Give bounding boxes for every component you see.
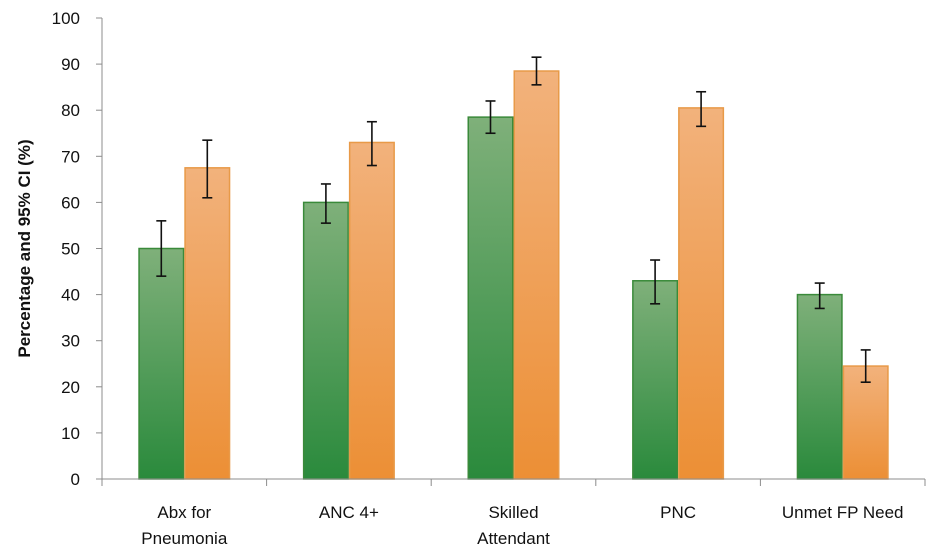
y-tick-label: 70: [61, 147, 80, 166]
x-category-label: Unmet FP Need: [782, 503, 904, 522]
x-category-label: Pneumonia: [141, 529, 228, 548]
error-bar-series-2-cat-5: [860, 349, 871, 383]
error-bars: [156, 56, 871, 383]
error-bar-series-2-cat-2: [366, 120, 377, 167]
x-category-label: PNC: [660, 503, 696, 522]
x-axis-ticks: [101, 479, 926, 486]
bar-series-1-cat-2: [302, 201, 349, 480]
bar-series-2-cat-3: [513, 70, 560, 480]
bar-series-1-cat-3: [467, 116, 514, 480]
error-bar-series-1-cat-3: [485, 100, 496, 135]
error-bar-series-1-cat-2: [320, 183, 331, 224]
bar-series-2-cat-4: [678, 107, 725, 480]
y-tick-label: 50: [61, 240, 80, 259]
y-tick-label: 10: [61, 424, 80, 443]
y-tick-label: 80: [61, 101, 80, 120]
y-tick-label: 90: [61, 55, 80, 74]
y-tick-label: 60: [61, 193, 80, 212]
bar-series-1-cat-1: [138, 247, 185, 480]
error-bar-series-1-cat-5: [814, 282, 825, 310]
y-axis-ticks: 0 10 20 30 40 50 60 70 80 90 100: [52, 9, 102, 489]
y-tick-label: 40: [61, 286, 80, 305]
bar-series-2-cat-5: [842, 365, 889, 480]
y-tick-label: 20: [61, 378, 80, 397]
y-tick-label: 30: [61, 332, 80, 351]
x-category-label: Skilled: [488, 503, 538, 522]
bar-series-1-cat-5: [796, 293, 843, 480]
bars: [138, 70, 889, 480]
y-axis-title: Percentage and 95% CI (%): [15, 139, 34, 357]
category-labels: Abx for Pneumonia ANC 4+ Skilled Attendant PN…: [141, 503, 903, 548]
y-tick-label: 100: [52, 9, 80, 28]
error-bar-series-2-cat-4: [696, 90, 707, 128]
error-bar-series-2-cat-1: [202, 139, 213, 199]
error-bar-series-2-cat-3: [531, 56, 542, 86]
bar-series-1-cat-4: [632, 280, 679, 480]
x-category-label: Abx for: [157, 503, 211, 522]
error-bar-series-1-cat-1: [156, 220, 167, 277]
y-tick-label: 0: [71, 470, 80, 489]
bar-series-2-cat-1: [184, 167, 231, 480]
error-bar-series-1-cat-4: [650, 259, 661, 305]
x-category-label: ANC 4+: [319, 503, 379, 522]
x-category-label: Attendant: [477, 529, 550, 548]
bar-series-2-cat-2: [348, 141, 395, 480]
